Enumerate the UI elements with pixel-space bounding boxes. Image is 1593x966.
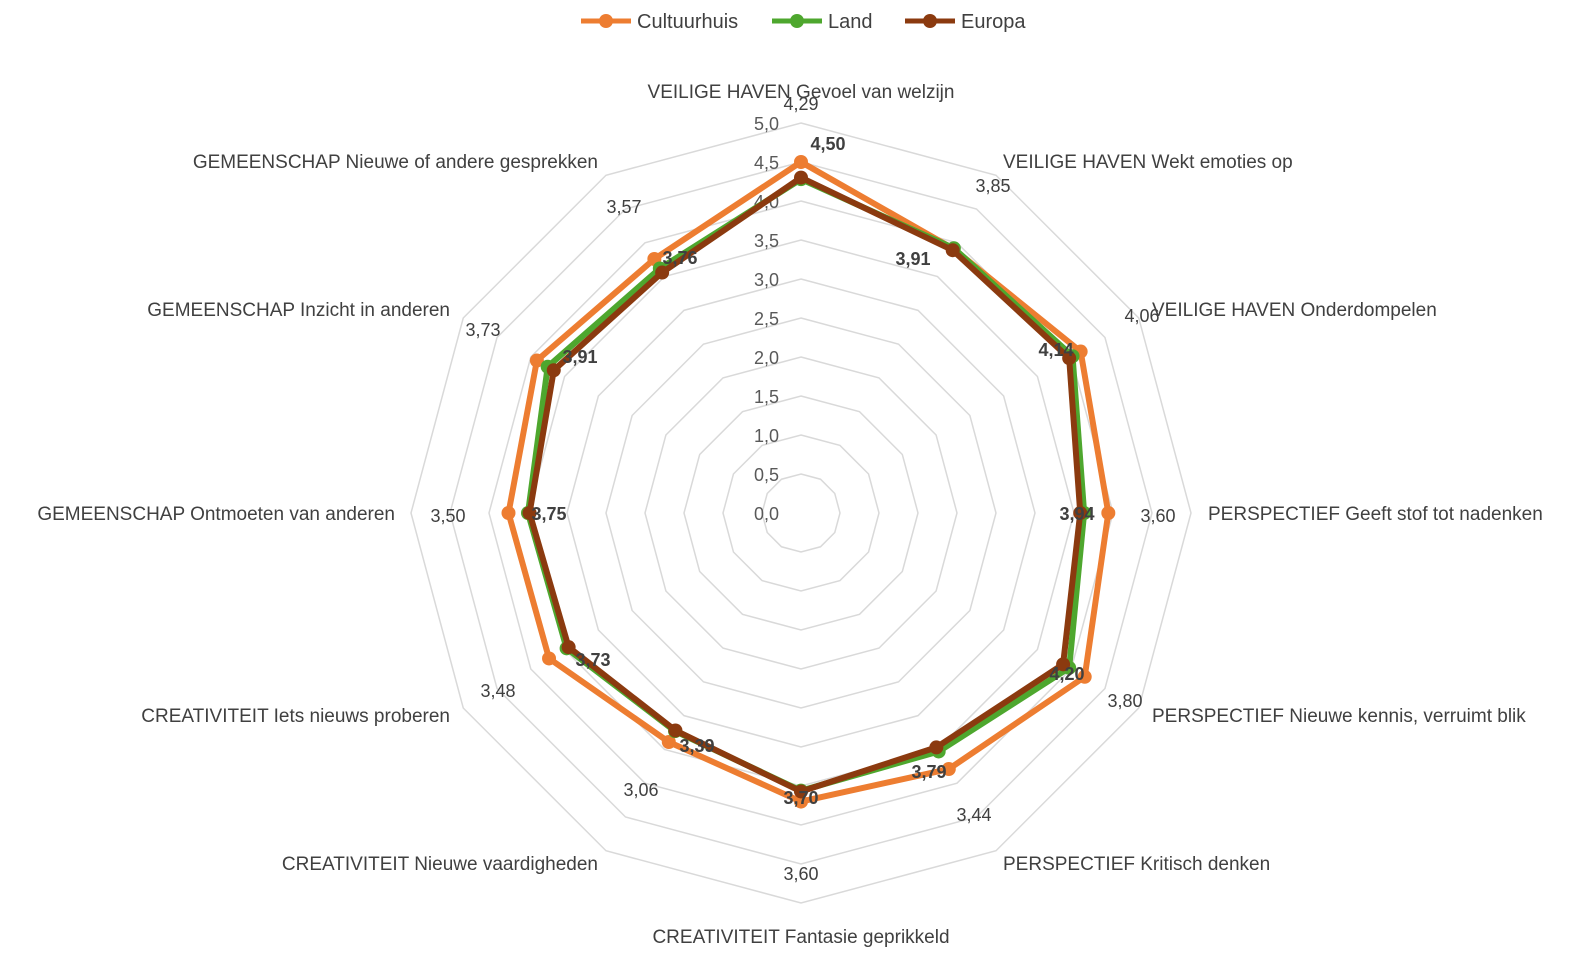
- data-point: [655, 265, 670, 280]
- data-label: 3,76: [662, 248, 697, 268]
- data-label: 3,94: [1059, 504, 1094, 524]
- series-lines: [501, 155, 1116, 809]
- reference-label: 3,73: [465, 320, 500, 340]
- data-point: [501, 506, 516, 520]
- tick-label: 2,5: [754, 309, 779, 329]
- reference-label: 3,85: [975, 176, 1010, 196]
- legend-label: Cultuurhuis: [637, 11, 738, 33]
- data-point: [522, 506, 537, 520]
- data-point: [929, 740, 944, 755]
- series-cultuurhuis: [501, 155, 1116, 809]
- legend-label: Land: [828, 11, 873, 33]
- reference-label: 4,29: [783, 94, 818, 114]
- axis-label: CREATIVITEIT Fantasie geprikkeld: [652, 927, 949, 948]
- data-point: [1077, 669, 1092, 684]
- data-point: [941, 762, 956, 777]
- legend-marker: [599, 14, 613, 28]
- data-labels: 4,50 3,91 4,14 3,94 4,20 3,79 3,70 3,39 3,73 3,75…: [531, 134, 1094, 808]
- data-label: 4,50: [810, 134, 845, 154]
- axis-labels: VEILIGE HAVEN Gevoel van welzijn VEILIGE …: [37, 82, 1542, 948]
- tick-label: 1,5: [754, 387, 779, 407]
- series-europa: [522, 170, 1088, 799]
- grid-ring: [410, 122, 1192, 904]
- legend: Cultuurhuis Land Europa: [581, 11, 1026, 33]
- tick-label: 4,5: [754, 153, 779, 173]
- reference-label: 3,60: [783, 864, 818, 884]
- data-point: [794, 784, 808, 799]
- data-point: [546, 363, 561, 378]
- legend-label: Europa: [961, 11, 1026, 33]
- grid-ring: [566, 278, 1036, 748]
- data-point: [794, 794, 808, 809]
- reference-label: 3,57: [606, 197, 641, 217]
- data-point: [794, 155, 808, 169]
- tick-label: 1,0: [754, 426, 779, 446]
- legend-item-europa: Europa: [905, 11, 1026, 33]
- axis-label: PERSPECTIEF Kritisch denken: [1003, 854, 1270, 875]
- data-label: 3,75: [531, 504, 566, 524]
- data-point: [1101, 506, 1116, 520]
- data-label: 3,79: [911, 762, 946, 782]
- data-label: 3,73: [575, 650, 610, 670]
- axis-label: CREATIVITEIT Iets nieuws proberen: [141, 706, 450, 727]
- data-point: [561, 640, 576, 655]
- data-point: [1073, 506, 1088, 520]
- axis-label: PERSPECTIEF Nieuwe kennis, verruimt blik: [1152, 706, 1526, 727]
- reference-label: 3,06: [623, 780, 658, 800]
- grid-ring: [449, 161, 1153, 865]
- axis-label: GEMEENSCHAP Nieuwe of andere gesprekken: [193, 152, 598, 173]
- axis-label: CREATIVITEIT Nieuwe vaardigheden: [282, 854, 598, 875]
- reference-label: 3,44: [956, 805, 991, 825]
- axis-label: VEILIGE HAVEN Onderdompelen: [1152, 300, 1437, 321]
- tick-label: 3,5: [754, 231, 779, 251]
- data-label: 3,39: [679, 736, 714, 756]
- data-label: 3,91: [895, 249, 930, 269]
- reference-labels: 4,293,854,063,603,803,443,603,063,483,50…: [430, 94, 1175, 884]
- legend-marker: [790, 14, 804, 28]
- legend-marker: [923, 14, 937, 28]
- data-label: 3,91: [562, 347, 597, 367]
- reference-label: 3,48: [480, 681, 515, 701]
- tick-label: 2,0: [754, 348, 779, 368]
- tick-label: 0,0: [754, 504, 779, 524]
- reference-label: 3,80: [1107, 691, 1142, 711]
- data-point: [1062, 351, 1077, 366]
- grid-ring: [761, 473, 841, 553]
- radial-tick-labels: 0,00,51,01,52,02,53,03,54,04,55,0: [754, 114, 779, 524]
- data-point: [661, 734, 676, 749]
- data-point: [542, 651, 557, 666]
- axis-label: VEILIGE HAVEN Gevoel van welzijn: [648, 82, 955, 103]
- reference-label: 3,50: [430, 506, 465, 526]
- data-label: 4,14: [1038, 340, 1073, 360]
- grid-ring: [722, 434, 880, 592]
- grid-ring: [644, 356, 958, 670]
- grid-ring: [605, 317, 997, 709]
- grid-ring: [488, 200, 1114, 826]
- axis-label: VEILIGE HAVEN Wekt emoties op: [1003, 152, 1293, 173]
- data-point: [945, 243, 960, 258]
- axis-label: PERSPECTIEF Geeft stof tot nadenken: [1208, 504, 1543, 525]
- tick-label: 5,0: [754, 114, 779, 134]
- data-point: [529, 353, 544, 368]
- data-point: [1056, 657, 1071, 672]
- tick-label: 0,5: [754, 465, 779, 485]
- tick-label: 3,0: [754, 270, 779, 290]
- reference-label: 3,60: [1140, 506, 1175, 526]
- legend-item-cultuurhuis: Cultuurhuis: [581, 11, 738, 33]
- data-label: 4,20: [1049, 664, 1084, 684]
- axis-label: GEMEENSCHAP Inzicht in anderen: [147, 300, 450, 321]
- grid-ring: [683, 395, 919, 631]
- data-point: [668, 723, 683, 738]
- reference-label: 4,06: [1124, 306, 1159, 326]
- data-label: 3,70: [783, 788, 818, 808]
- data-point: [794, 170, 808, 185]
- legend-item-land: Land: [772, 11, 873, 33]
- axis-label: GEMEENSCHAP Ontmoeten van anderen: [37, 504, 395, 525]
